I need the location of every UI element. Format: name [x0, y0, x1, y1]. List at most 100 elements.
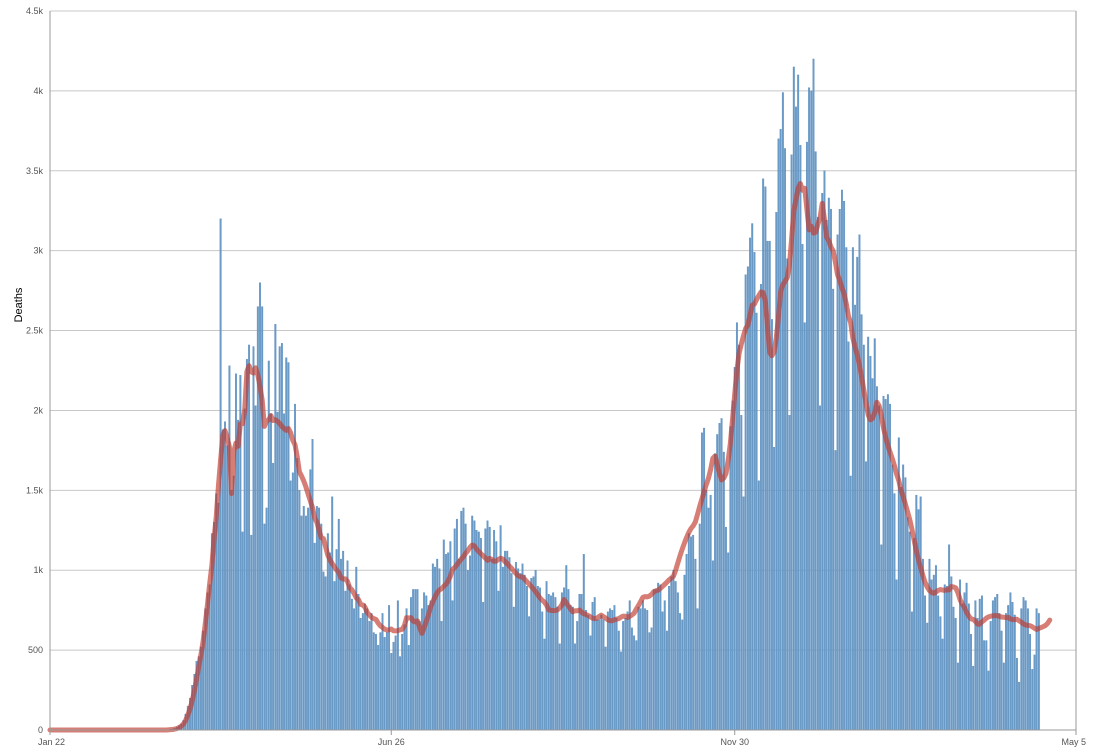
bar	[961, 603, 964, 731]
x-tick-label: Jun 26	[378, 737, 405, 747]
bar	[884, 399, 887, 731]
bar	[300, 515, 303, 731]
bar	[725, 526, 727, 731]
bar	[856, 256, 859, 731]
bar	[407, 645, 410, 731]
bar	[556, 606, 559, 731]
bar	[779, 129, 782, 731]
bar	[930, 579, 933, 731]
bar	[727, 552, 730, 731]
bar	[709, 494, 712, 731]
bar	[510, 573, 513, 731]
bar	[519, 573, 522, 731]
bar	[687, 533, 690, 731]
bar	[414, 589, 417, 731]
bar	[827, 197, 830, 731]
bar	[521, 563, 524, 731]
bar	[350, 598, 353, 731]
bar	[385, 632, 388, 731]
bar	[775, 212, 778, 731]
bar	[1007, 605, 1010, 731]
bar	[943, 584, 946, 731]
bar	[770, 319, 773, 731]
bar	[698, 523, 701, 731]
bar	[490, 558, 493, 731]
bar	[228, 365, 231, 731]
bar	[626, 611, 629, 731]
bar	[458, 558, 461, 731]
bar	[948, 544, 951, 731]
bar	[482, 602, 485, 731]
bar	[480, 538, 482, 731]
bar	[797, 74, 800, 731]
bar	[217, 502, 220, 731]
bar	[536, 586, 539, 731]
bar	[676, 592, 679, 731]
tick-labels: 0 500 1k 1.5k 2k 2.5k 3k 3.5k 4k 4.5k Jan 22 Jun 26…	[26, 6, 1086, 747]
bar	[543, 638, 546, 731]
bar	[1009, 592, 1012, 731]
bar	[764, 186, 767, 731]
bar	[630, 627, 633, 731]
bar	[528, 616, 531, 731]
bar	[810, 90, 813, 731]
bar	[742, 496, 745, 731]
bar	[694, 558, 697, 731]
bar	[972, 665, 975, 731]
bar	[394, 635, 397, 731]
bar	[364, 603, 366, 731]
bar	[722, 451, 725, 731]
bar	[372, 632, 375, 731]
bar	[390, 653, 393, 731]
bar	[423, 592, 426, 731]
bar	[563, 587, 566, 731]
bar	[571, 606, 574, 731]
bar	[720, 418, 723, 731]
bar	[335, 549, 338, 731]
bar	[657, 582, 660, 731]
bar	[937, 595, 940, 731]
bar	[821, 192, 824, 731]
x-tick-label: Jan 22	[38, 737, 65, 747]
bar	[910, 611, 913, 731]
bar	[340, 558, 342, 731]
bar	[878, 405, 881, 731]
bar	[945, 586, 948, 731]
bar	[932, 574, 935, 731]
y-tick-label: 3k	[33, 246, 43, 256]
bar	[226, 445, 229, 731]
bar	[357, 594, 360, 731]
bar	[403, 624, 406, 731]
bar	[265, 507, 268, 731]
line-series	[47, 181, 1053, 733]
bar	[840, 189, 843, 731]
bar	[978, 598, 981, 731]
bar	[477, 531, 480, 731]
bar	[1005, 613, 1007, 731]
bar	[705, 490, 708, 731]
bar	[259, 282, 261, 731]
bar	[254, 405, 257, 731]
bar	[587, 614, 590, 731]
moving-average-line	[47, 181, 1053, 733]
bar	[326, 533, 329, 731]
bar	[976, 618, 979, 731]
bar	[1013, 614, 1016, 731]
y-tick-label: 1k	[33, 565, 43, 575]
bar	[875, 386, 878, 731]
bar	[672, 570, 675, 731]
bar	[504, 550, 506, 731]
bar	[431, 563, 434, 731]
bar	[455, 518, 458, 731]
bar	[291, 472, 294, 731]
bar	[261, 306, 264, 731]
bar	[289, 480, 292, 731]
x-tick-label: Nov 30	[720, 737, 749, 747]
bar	[825, 220, 828, 731]
bar	[895, 579, 898, 731]
bar	[224, 421, 226, 731]
bar	[637, 606, 640, 731]
bar	[274, 324, 277, 731]
bar	[523, 574, 526, 731]
